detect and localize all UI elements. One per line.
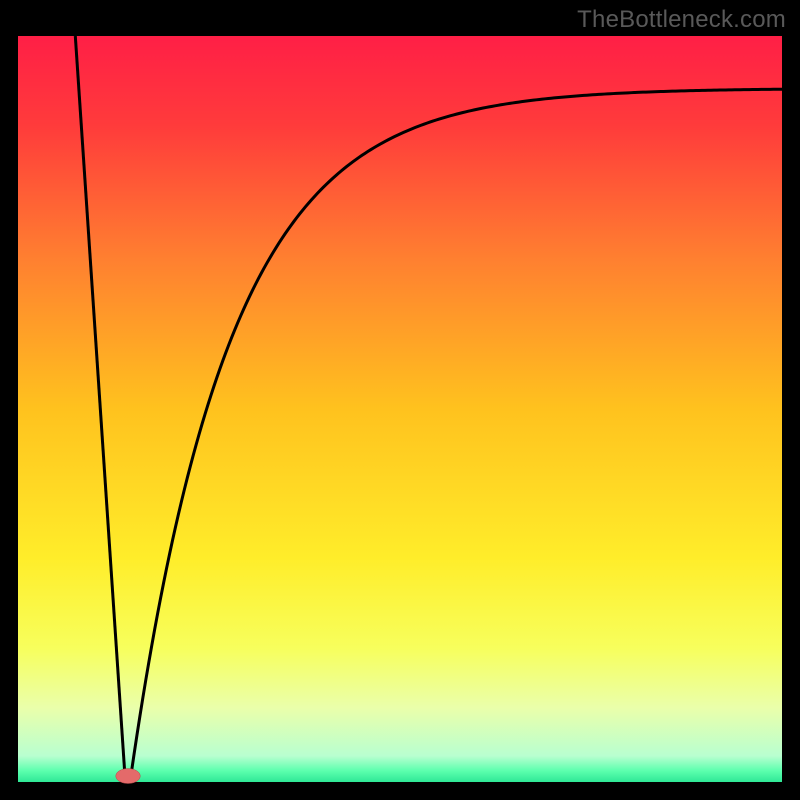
- minimum-marker: [116, 769, 140, 784]
- chart-container: TheBottleneck.com: [0, 0, 800, 800]
- plot-background: [18, 36, 782, 782]
- bottleneck-chart: [0, 0, 800, 800]
- watermark-text: TheBottleneck.com: [577, 6, 786, 34]
